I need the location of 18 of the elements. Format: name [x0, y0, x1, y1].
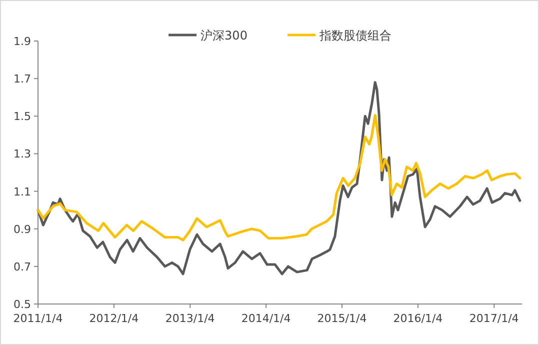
- x-tick-label: 2012/1/4: [89, 312, 139, 325]
- legend-label: 指数股债组合: [318, 28, 392, 42]
- x-tick-label: 2011/1/4: [13, 312, 63, 325]
- y-tick-label: 1.9: [14, 35, 31, 48]
- x-tick-label: 2015/1/4: [317, 312, 367, 325]
- y-tick-label: 1.5: [14, 110, 31, 124]
- y-tick-label: 0.5: [14, 298, 31, 311]
- y-tick-label: 1.1: [14, 185, 31, 198]
- x-tick-label: 2014/1/4: [241, 312, 291, 325]
- x-tick-label: 2013/1/4: [165, 312, 215, 325]
- y-tick-label: 0.7: [14, 260, 31, 274]
- x-tick-label: 2016/1/4: [393, 312, 443, 325]
- y-tick-label: 1.3: [14, 148, 31, 161]
- legend-label: 沪深300: [200, 28, 248, 42]
- line-series: [36, 114, 522, 242]
- y-tick-label: 0.9: [14, 222, 31, 236]
- y-tick-label: 1.7: [14, 72, 31, 86]
- x-tick-label: 2017/1/4: [469, 312, 519, 325]
